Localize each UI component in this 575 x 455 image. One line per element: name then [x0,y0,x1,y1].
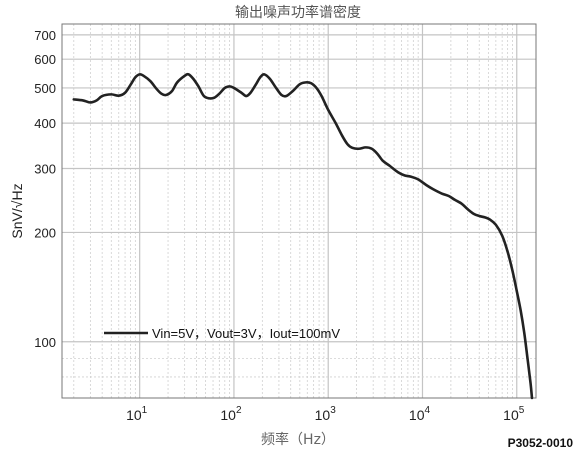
x-tick-label: 105 [503,405,525,423]
y-axis-label: SnV/√Hz [9,183,25,238]
y-tick-label: 500 [34,81,56,96]
series-line [72,72,534,400]
figure-code: P3052-0010 [508,436,574,450]
y-tick-label: 700 [34,28,56,43]
y-tick-label: 400 [34,116,56,131]
plot-frame [61,23,537,399]
x-tick-labels: 101 102 103 104 105 [126,405,525,423]
chart-title: 输出噪声功率谱密度 [235,4,361,21]
x-tick-label: 104 [409,405,431,423]
legend-label: Vin=5V，Vout=3V，Iout=100mV [152,326,340,341]
y-tick-labels: 100 200 300 400 500 600 700 [34,28,56,350]
y-tick-label: 100 [34,335,56,350]
x-tick-label: 103 [315,405,337,423]
x-tick-label: 101 [126,405,148,423]
series-layer [72,72,534,400]
y-tick-label: 200 [34,225,56,240]
y-tick-label: 300 [34,161,56,176]
y-tick-label: 600 [34,52,56,67]
legend: Vin=5V，Vout=3V，Iout=100mV [104,326,340,341]
x-axis-label: 频率（Hz） [261,431,335,448]
x-tick-label: 102 [220,405,242,423]
